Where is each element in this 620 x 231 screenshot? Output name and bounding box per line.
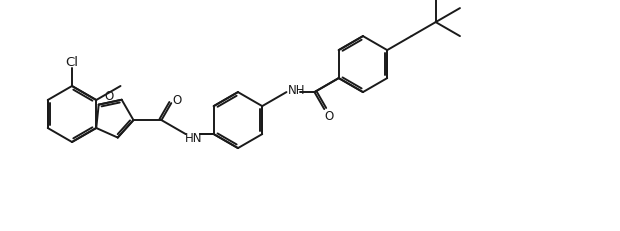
- Text: NH: NH: [288, 83, 305, 96]
- Text: O: O: [172, 93, 182, 106]
- Text: Cl: Cl: [66, 55, 79, 68]
- Text: HN: HN: [185, 131, 203, 144]
- Text: O: O: [325, 109, 334, 122]
- Text: O: O: [104, 89, 113, 102]
